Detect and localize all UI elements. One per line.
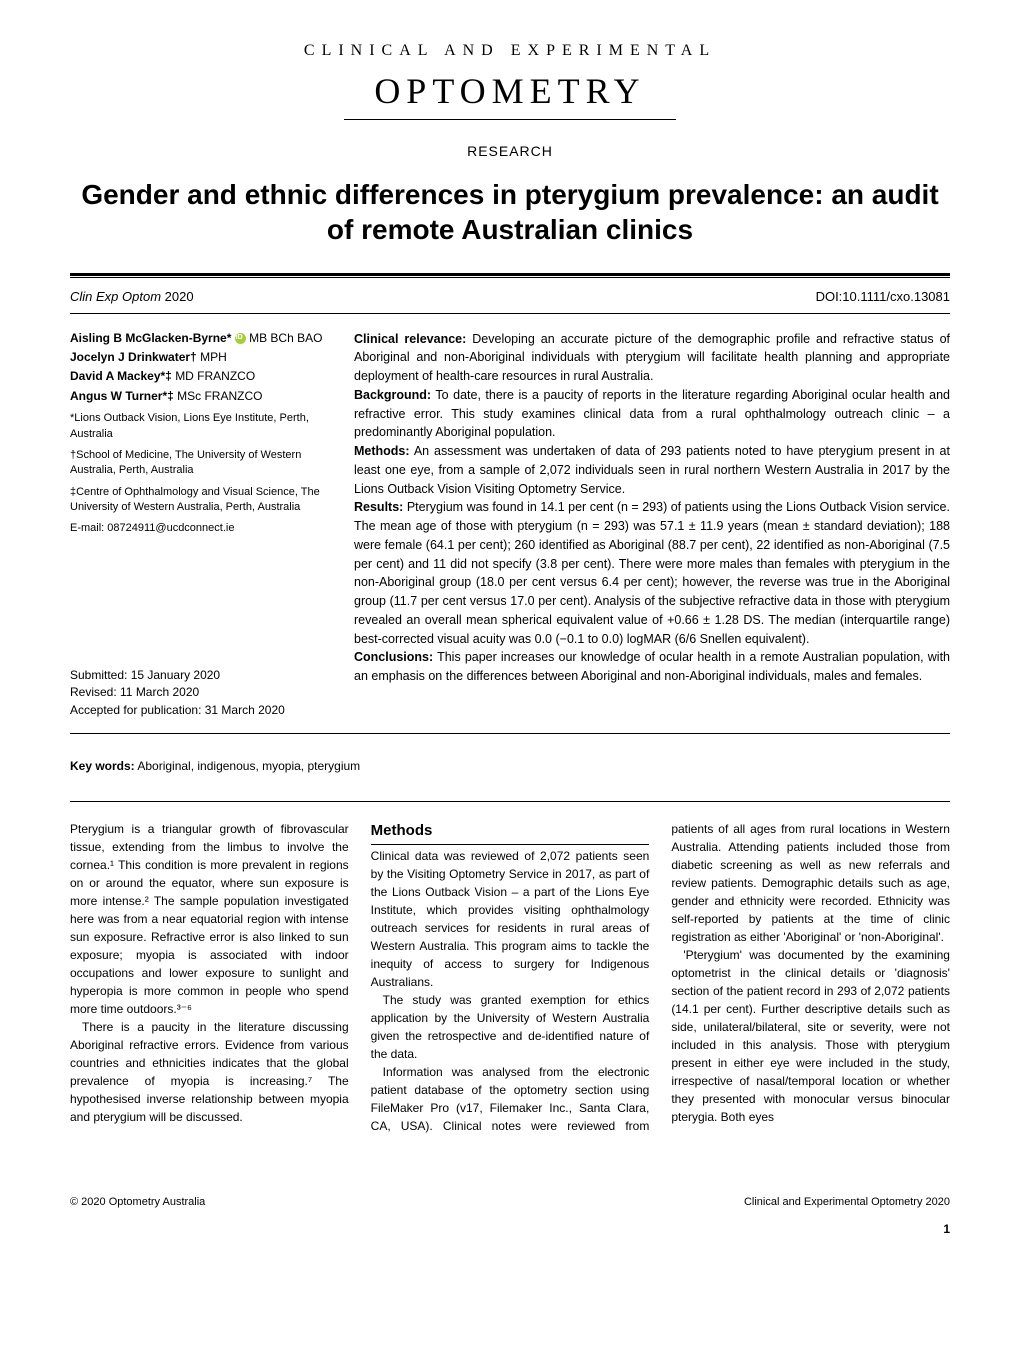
dates-block: Submitted: 15 January 2020 Revised: 11 M… (70, 667, 330, 719)
abstract-results: Results: Pterygium was found in 14.1 per… (354, 498, 950, 648)
journal-abbrev: Clin Exp Optom (70, 289, 161, 304)
re-text: Pterygium was found in 14.1 per cent (n … (354, 500, 950, 645)
intro-p1: Pterygium is a triangular growth of fibr… (70, 820, 349, 1018)
methods-p4: 'Pterygium' was documented by the examin… (671, 946, 950, 1126)
affil-3: ‡Centre of Ophthalmology and Visual Scie… (70, 485, 330, 516)
author-2-cred: MPH (200, 350, 227, 364)
rule-under-abstract (70, 733, 950, 734)
methods-p2: The study was granted exemption for ethi… (371, 991, 650, 1063)
affil-2: †School of Medicine, The University of W… (70, 448, 330, 479)
keywords-row: Key words: Aboriginal, indigenous, myopi… (70, 758, 950, 775)
rule-top-thin (70, 277, 950, 278)
rule-under-keywords (70, 801, 950, 802)
keywords-label: Key words: (70, 759, 135, 773)
section-type: RESEARCH (70, 142, 950, 162)
abstract-background: Background: To date, there is a paucity … (354, 386, 950, 442)
author-2-name: Jocelyn J Drinkwater† (70, 350, 197, 364)
author-4-cred: MSc FRANZCO (177, 389, 262, 403)
footer-copyright: © 2020 Optometry Australia (70, 1195, 205, 1210)
abstract-col: Clinical relevance: Developing an accura… (354, 330, 950, 719)
author-affil-col: Aisling B McGlacken-Byrne* MB BCh BAO Jo… (70, 330, 330, 719)
page-number: 1 (70, 1221, 950, 1238)
rule-top-thick (70, 273, 950, 276)
journal-name: OPTOMETRY (344, 66, 675, 119)
citation-year: 2020 (165, 289, 194, 304)
author-2: Jocelyn J Drinkwater† MPH (70, 349, 330, 366)
author-1-name: Aisling B McGlacken-Byrne* (70, 331, 231, 345)
me-text: An assessment was undertaken of data of … (354, 444, 950, 496)
author-4: Angus W Turner*‡ MSc FRANZCO (70, 388, 330, 405)
header-two-col: Aisling B McGlacken-Byrne* MB BCh BAO Jo… (70, 330, 950, 719)
methods-heading: Methods (371, 820, 650, 846)
co-text: This paper increases our knowledge of oc… (354, 650, 950, 683)
page-footer: © 2020 Optometry Australia Clinical and … (70, 1195, 950, 1210)
abstract-methods: Methods: An assessment was undertaken of… (354, 442, 950, 498)
intro-p2: There is a paucity in the literature dis… (70, 1018, 349, 1126)
cr-label: Clinical relevance: (354, 332, 466, 346)
body-columns: Pterygium is a triangular growth of fibr… (70, 820, 950, 1136)
orcid-icon (235, 333, 246, 344)
re-label: Results: (354, 500, 403, 514)
bg-text: To date, there is a paucity of reports i… (354, 388, 950, 440)
author-3-name: David A Mackey*‡ (70, 369, 172, 383)
footer-journal: Clinical and Experimental Optometry 2020 (744, 1195, 950, 1210)
abstract-clinical-relevance: Clinical relevance: Developing an accura… (354, 330, 950, 386)
author-1-cred: MB BCh BAO (249, 331, 322, 345)
co-label: Conclusions: (354, 650, 433, 664)
methods-p1: Clinical data was reviewed of 2,072 pati… (371, 847, 650, 991)
bg-label: Background: (354, 388, 431, 402)
abstract-conclusions: Conclusions: This paper increases our kn… (354, 648, 950, 686)
affil-1: *Lions Outback Vision, Lions Eye Institu… (70, 411, 330, 442)
affil-email: E-mail: 08724911@ucdconnect.ie (70, 521, 330, 536)
journal-top-line: CLINICAL AND EXPERIMENTAL (70, 40, 950, 62)
author-3-cred: MD FRANZCO (175, 369, 255, 383)
author-4-name: Angus W Turner*‡ (70, 389, 174, 403)
author-1: Aisling B McGlacken-Byrne* MB BCh BAO (70, 330, 330, 347)
article-title: Gender and ethnic differences in pterygi… (70, 177, 950, 247)
author-3: David A Mackey*‡ MD FRANZCO (70, 368, 330, 385)
citation-doi: DOI:10.1111/cxo.13081 (816, 288, 950, 306)
me-label: Methods: (354, 444, 410, 458)
keywords-text: Aboriginal, indigenous, myopia, pterygiu… (137, 759, 360, 773)
date-revised: Revised: 11 March 2020 (70, 684, 330, 701)
date-submitted: Submitted: 15 January 2020 (70, 667, 330, 684)
date-accepted: Accepted for publication: 31 March 2020 (70, 702, 330, 719)
journal-header: CLINICAL AND EXPERIMENTAL OPTOMETRY (70, 40, 950, 120)
citation-left: Clin Exp Optom 2020 (70, 288, 194, 306)
rule-meta-bottom (70, 313, 950, 314)
citation-row: Clin Exp Optom 2020 DOI:10.1111/cxo.1308… (70, 288, 950, 306)
